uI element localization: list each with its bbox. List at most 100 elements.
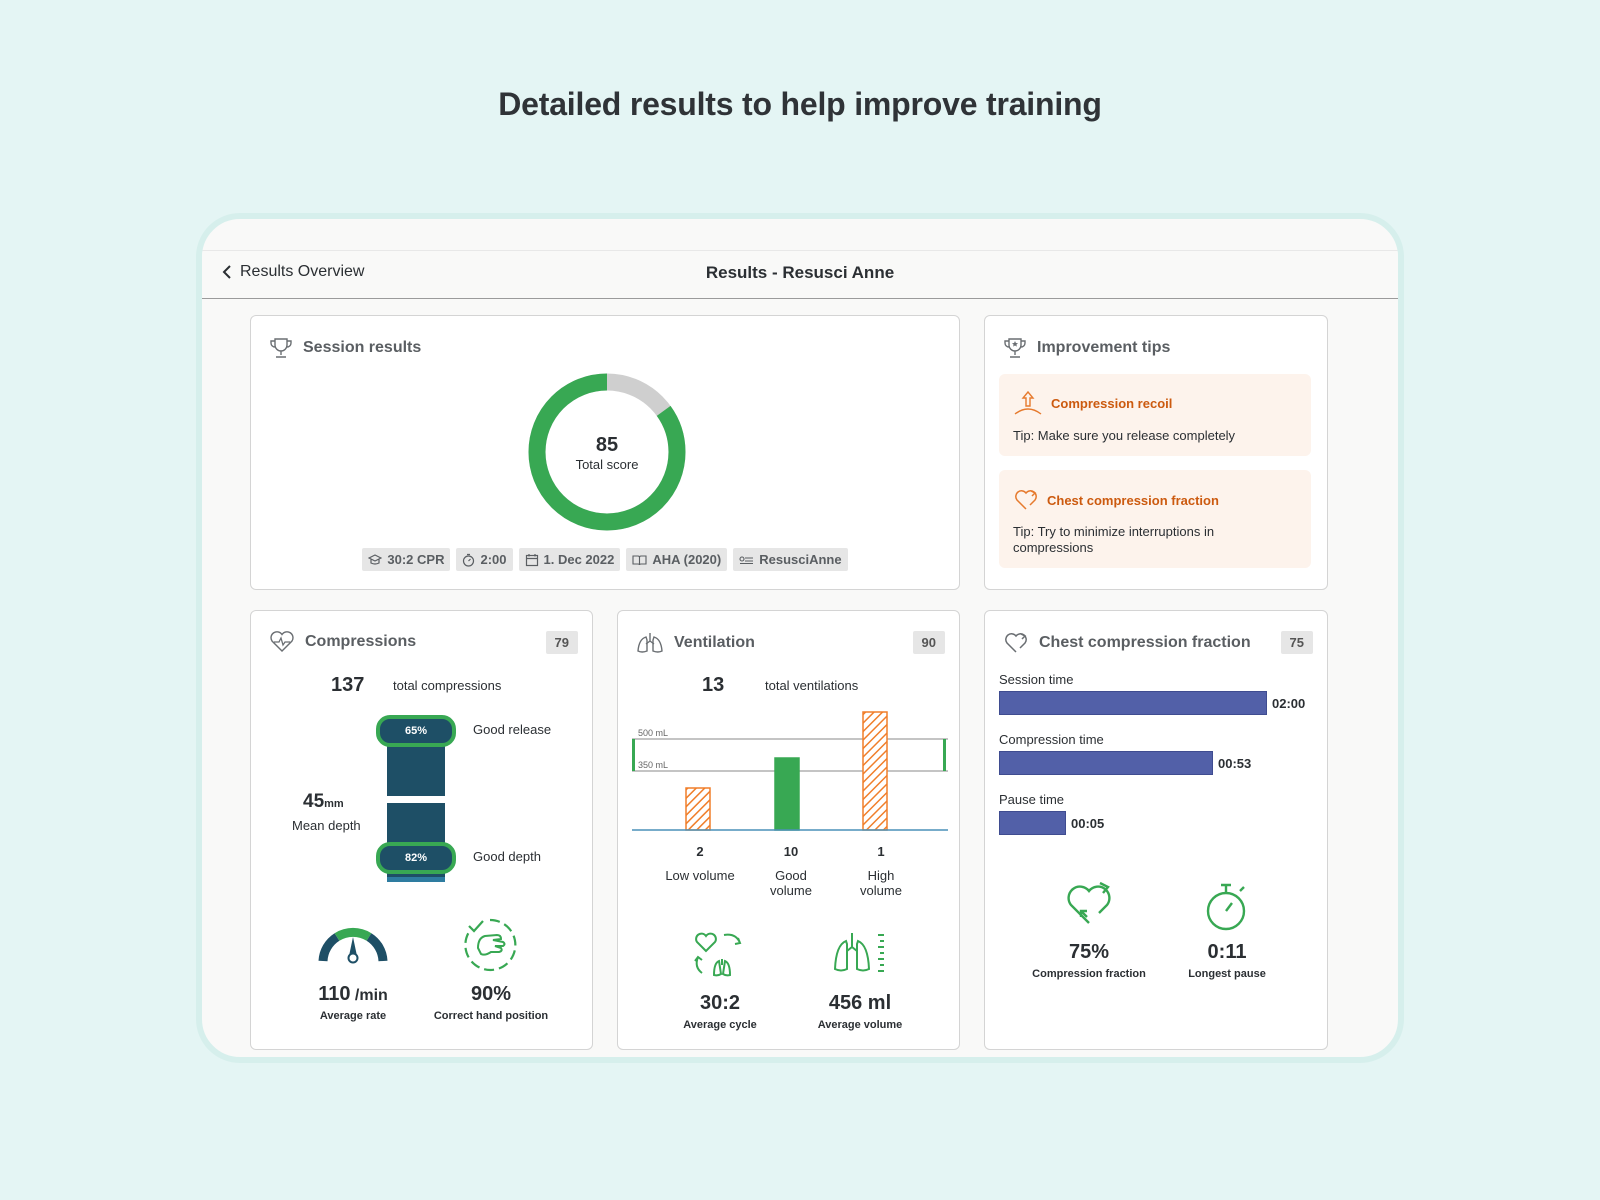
pause-time-bar — [999, 811, 1066, 835]
score-donut — [528, 373, 686, 531]
page-title: Results - Resusci Anne — [705, 263, 895, 282]
ventilation-title: Ventilation — [674, 634, 755, 651]
heart-fraction-icon — [1067, 881, 1111, 924]
gauge-icon — [318, 927, 388, 964]
tip-ccf-heading: Chest compression fraction — [1047, 492, 1219, 508]
average-volume-label: Average volume — [817, 1019, 903, 1031]
chip-manikin-label: ResusciAnne — [759, 552, 842, 567]
total-ventilations-label: total ventilations — [765, 678, 859, 693]
compression-fraction-value: 75% — [1068, 941, 1110, 963]
session-info-chips: 30:2 CPR 2:00 1. Dec 2022 AHA (2020) Res… — [251, 548, 959, 571]
total-score-label: Total score — [575, 457, 639, 472]
chip-date: 1. Dec 2022 — [518, 548, 621, 571]
chip-protocol: 30:2 CPR — [362, 548, 451, 571]
chip-protocol-label: 30:2 CPR — [387, 552, 445, 567]
heart-arrow-icon — [1015, 490, 1037, 510]
ref-label-high: 500 mL — [638, 728, 668, 738]
low-volume-count: 2 — [696, 844, 704, 859]
average-rate-value-group: 110 /min — [301, 983, 405, 1006]
heart-cycle-icon — [1005, 633, 1027, 653]
heart-pulse-icon — [270, 631, 294, 652]
compressions-score-badge: 79 — [545, 631, 578, 654]
cycle-icon — [694, 932, 742, 977]
depth-column-bottom — [387, 877, 445, 882]
back-button[interactable]: Results Overview — [222, 263, 364, 281]
chip-date-label: 1. Dec 2022 — [543, 552, 615, 567]
chevron-left-icon — [222, 265, 231, 279]
average-rate-unit: /min — [354, 987, 388, 1004]
session-time-bar — [999, 691, 1267, 715]
mean-depth-value-group: 45mm — [303, 791, 344, 813]
good-depth-pill: 82% — [376, 842, 456, 874]
good-release-pill: 65% — [376, 715, 456, 747]
longest-pause-label: Longest pause — [1188, 968, 1266, 980]
compressions-title: Compressions — [305, 633, 417, 650]
score-arc — [528, 373, 686, 531]
high-volume-count: 1 — [877, 844, 885, 859]
ccf-card: Chest compression fraction 75 Session ti… — [984, 610, 1328, 1050]
bar-good-volume — [774, 757, 800, 831]
chip-duration: 2:00 — [456, 548, 513, 571]
pause-time-value: 00:05 — [1071, 816, 1105, 831]
manikin-icon — [739, 555, 754, 564]
ventilation-header: Ventilation — [636, 631, 755, 655]
ref-band-right-edge — [943, 739, 946, 771]
session-results-header: Session results — [269, 336, 421, 360]
chip-manikin: ResusciAnne — [733, 548, 848, 571]
mean-depth-unit: mm — [324, 798, 344, 810]
tablet-frame: Results Overview Results - Resusci Anne … — [196, 213, 1404, 1063]
total-compressions-value: 137 — [331, 674, 365, 696]
tip-recoil-text: Tip: Make sure you release completely — [1013, 428, 1236, 443]
ventilation-volume-chart: 500 mL 350 mL — [632, 711, 948, 831]
ccf-header: Chest compression fraction — [1003, 631, 1251, 655]
longest-pause-value: 0:11 — [1207, 941, 1247, 963]
ccf-score-badge: 75 — [1280, 631, 1313, 654]
bar-high-volume — [862, 711, 888, 831]
back-label: Results Overview — [240, 263, 365, 280]
stopwatch-pause-icon — [1206, 883, 1246, 931]
tip-compression-recoil: Compression recoil Tip: Make sure you re… — [999, 374, 1311, 456]
recoil-arrow-icon — [1014, 390, 1042, 415]
compression-time-label: Compression time — [999, 732, 1104, 747]
session-results-title: Session results — [303, 339, 422, 356]
total-score-value: 85 — [595, 434, 619, 456]
total-ventilations-value: 13 — [702, 674, 725, 696]
mean-depth-marker — [387, 796, 445, 803]
good-volume-label: Good volume — [770, 868, 812, 898]
book-icon — [632, 554, 647, 565]
session-results-card: Session results 85 Total score 30:2 CPR … — [250, 315, 960, 590]
lungs-icon — [637, 633, 663, 653]
trophy-star-icon — [1004, 338, 1026, 358]
ventilation-card: Ventilation 90 13 total ventilations 500… — [617, 610, 960, 1050]
improvement-tips-card: Improvement tips Compression recoil Tip:… — [984, 315, 1328, 590]
ventilation-score-badge: 90 — [912, 631, 945, 654]
mean-depth-value: 45 — [303, 791, 325, 812]
compression-time-value: 00:53 — [1218, 756, 1252, 771]
average-rate-value: 110 — [318, 983, 351, 1005]
good-depth-label: Good depth — [473, 849, 541, 864]
graduation-cap-icon — [368, 553, 383, 565]
session-time-label: Session time — [999, 672, 1074, 687]
compression-time-bar — [999, 751, 1213, 775]
bar-low-volume — [685, 787, 711, 831]
tip-recoil-heading: Compression recoil — [1051, 395, 1173, 411]
hand-position-value: 90% — [470, 983, 512, 1005]
tip-ccf: Chest compression fraction Tip: Try to m… — [999, 470, 1311, 568]
tip-recoil-header: Compression recoil — [1013, 390, 1172, 416]
pause-time-label: Pause time — [999, 792, 1065, 807]
stopwatch-icon — [463, 553, 475, 567]
good-volume-count: 10 — [783, 844, 799, 859]
compressions-card: Compressions 79 137 total compressions 6… — [250, 610, 593, 1050]
app-bar: Results Overview Results - Resusci Anne — [202, 250, 1398, 299]
improvement-tips-header: Improvement tips — [1003, 336, 1170, 360]
improvement-tips-title: Improvement tips — [1037, 339, 1171, 356]
trophy-icon — [270, 338, 292, 358]
good-release-label: Good release — [473, 722, 552, 737]
ccf-title: Chest compression fraction — [1039, 634, 1251, 651]
compressions-header: Compressions — [269, 631, 416, 653]
average-volume-value: 456 ml — [828, 992, 892, 1014]
compression-fraction-label: Compression fraction — [1032, 968, 1146, 980]
total-compressions-label: total compressions — [393, 678, 502, 693]
low-volume-label: Low volume — [665, 868, 735, 883]
calendar-icon — [525, 553, 538, 566]
